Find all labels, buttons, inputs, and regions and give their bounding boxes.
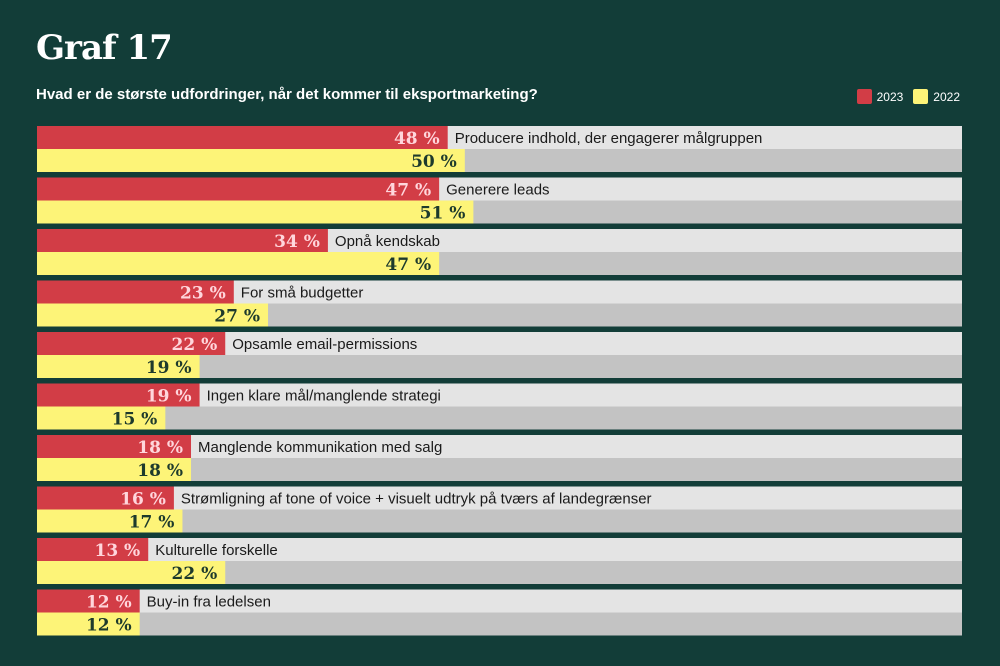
legend-label-2023: 2023 (876, 89, 904, 104)
bar-track-2022 (37, 406, 962, 430)
bar-2023 (37, 383, 200, 407)
bar-track-2022 (37, 612, 962, 636)
legend-item-2022: 2022 (913, 89, 960, 104)
value-label-2022: 51 % (420, 204, 466, 224)
category-label: Opnå kendskab (335, 233, 440, 250)
bar-2023 (37, 280, 234, 304)
category-label: Manglende kommunikation med salg (198, 439, 442, 456)
bar-track-2023 (37, 332, 962, 355)
bar-2022 (37, 612, 140, 636)
category-label: Buy-in fra ledelsen (147, 594, 271, 611)
bar-2022 (37, 252, 440, 275)
bar-2023 (37, 435, 192, 458)
legend: 2023 2022 (856, 89, 960, 104)
bar-track-2022 (37, 303, 962, 327)
bar-2022 (37, 509, 183, 533)
category-group: 19 % 15 % Ingen klare mål/manglende strate… (37, 383, 962, 430)
category-group: 23 % 27 % For små budgetter (37, 280, 962, 327)
bar-track-2022 (37, 355, 962, 378)
value-label-2022: 19 % (146, 358, 192, 378)
bar-track-2022 (37, 509, 962, 533)
bar-2022 (37, 406, 166, 430)
category-group: 22 % 19 % Opsamle email-permissions (37, 332, 962, 378)
value-label-2023: 34 % (274, 232, 320, 252)
value-label-2023: 12 % (86, 593, 132, 613)
bar-track-2023 (37, 383, 962, 407)
value-label-2023: 47 % (385, 181, 431, 201)
value-label-2023: 16 % (120, 490, 166, 510)
chart-title: Graf 17 (36, 28, 173, 68)
legend-label-2022: 2022 (933, 89, 960, 104)
value-label-2022: 18 % (137, 461, 183, 481)
value-label-2022: 27 % (214, 307, 260, 327)
bar-2022 (37, 561, 226, 584)
category-label: For små budgetter (241, 285, 364, 302)
bar-track-2022 (37, 458, 962, 481)
value-label-2022: 15 % (112, 410, 158, 430)
category-group: 18 % 18 % Manglende kommunikation med salg (37, 435, 962, 481)
legend-swatch-2022 (913, 89, 929, 104)
category-group: 48 % 50 % Producere indhold, der engagerer… (37, 126, 962, 172)
bar-2022 (37, 200, 474, 224)
value-label-2023: 23 % (180, 284, 226, 304)
bar-2022 (37, 303, 269, 327)
bar-2023 (37, 177, 440, 201)
value-label-2022: 17 % (129, 513, 175, 533)
bar-track-2023 (37, 486, 962, 510)
category-group: 47 % 51 % Generere leads (37, 177, 962, 224)
value-label-2023: 22 % (172, 335, 218, 355)
bar-track-2023 (37, 435, 962, 458)
value-label-2023: 48 % (394, 129, 440, 149)
bar-2023 (37, 229, 328, 252)
bar-2023 (37, 589, 140, 613)
category-group: 34 % 47 % Opnå kendskab (37, 229, 962, 275)
bar-2022 (37, 355, 200, 378)
category-label: Ingen klare mål/manglende strategi (207, 388, 441, 405)
bar-track-2023 (37, 280, 962, 304)
chart-subtitle: Hvad er de største udfordringer, når det… (36, 86, 538, 103)
value-label-2022: 12 % (86, 616, 132, 636)
category-label: Producere indhold, der engagerer målgrup… (455, 130, 763, 147)
bar-track-2023 (37, 538, 962, 561)
bar-track-2022 (37, 561, 962, 584)
value-label-2022: 22 % (172, 564, 218, 584)
bar-2022 (37, 149, 465, 172)
bar-2022 (37, 458, 192, 481)
value-label-2023: 18 % (137, 438, 183, 458)
bar-2023 (37, 538, 149, 561)
category-label: Generere leads (446, 182, 549, 199)
category-group: 12 % 12 % Buy-in fra ledelsen (37, 589, 962, 636)
value-label-2022: 47 % (385, 255, 431, 275)
category-label: Strømligning af tone of voice + visuelt … (181, 491, 652, 508)
legend-swatch-2023 (856, 89, 872, 104)
value-label-2023: 19 % (146, 387, 192, 407)
category-label: Kulturelle forskelle (155, 542, 278, 559)
value-label-2022: 50 % (411, 152, 457, 172)
bar-2023 (37, 332, 226, 355)
bar-track-2023 (37, 589, 962, 613)
value-label-2023: 13 % (94, 541, 140, 561)
bar-2023 (37, 486, 174, 510)
legend-item-2023: 2023 (856, 89, 904, 104)
bar-2023 (37, 126, 448, 149)
category-group: 16 % 17 % Strømligning af tone of voice + … (37, 486, 962, 533)
category-label: Opsamle email-permissions (232, 336, 417, 353)
category-group: 13 % 22 % Kulturelle forskelle (37, 538, 962, 584)
